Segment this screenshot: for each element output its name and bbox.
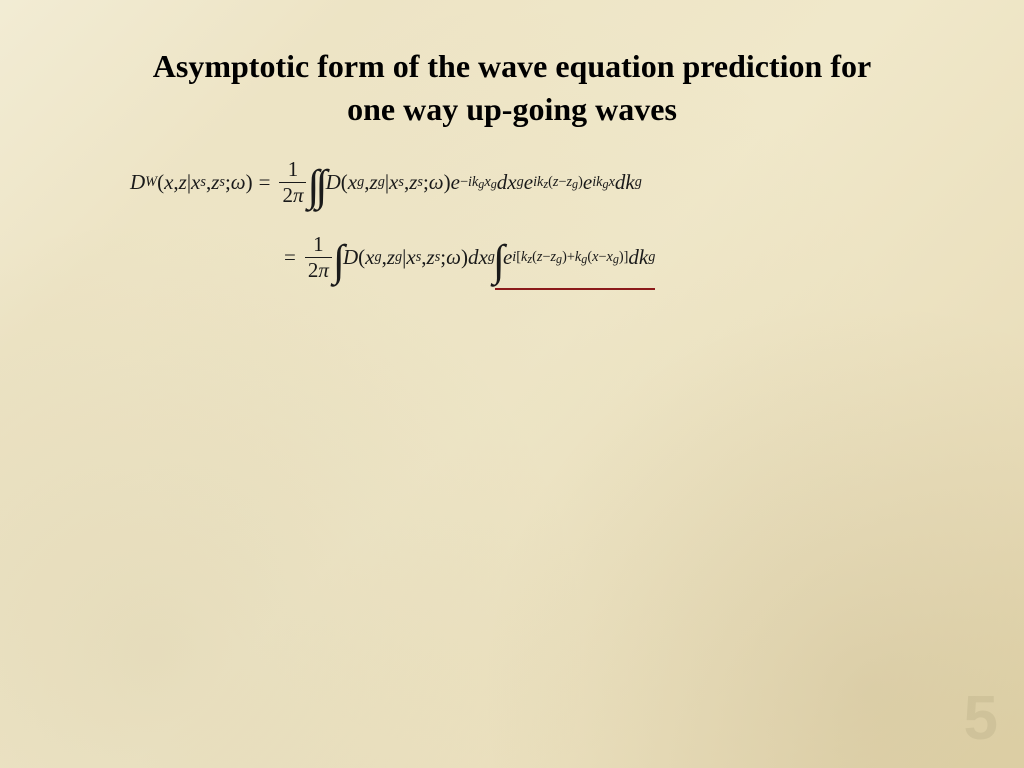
fraction-icon: 1 2π — [279, 159, 306, 206]
title-line-2: one way up-going waves — [347, 91, 677, 127]
equation-line-1: DW ( x, z | xs, zs ; ω ) = 1 2π ∫ ∫ — [60, 159, 964, 206]
title-line-1: Asymptotic form of the wave equation pre… — [153, 48, 871, 84]
emphasis-underline — [495, 288, 655, 290]
underlined-term: ∫ ei[kz(z−zg)+kg(x−xg)] dkg — [495, 245, 655, 270]
equation-block: DW ( x, z | xs, zs ; ω ) = 1 2π ∫ ∫ — [60, 159, 964, 281]
slide-container: Asymptotic form of the wave equation pre… — [0, 0, 1024, 768]
eq2-equals: = — [284, 245, 296, 270]
page-number: 5 — [964, 683, 996, 754]
equation-line-2: = 1 2π ∫ D( xg, zg | xs, zs ; ω) dxg ∫ — [60, 234, 964, 281]
eq1-lhs: DW ( x, z | xs, zs ; ω ) — [130, 170, 253, 195]
fraction-icon: 1 2π — [305, 234, 332, 281]
eq1-rhs: 1 2π ∫ ∫ D( xg, zg | xs, zs ; ω) e−ikgxg… — [276, 159, 641, 206]
eq2-rhs: 1 2π ∫ D( xg, zg | xs, zs ; ω) dxg ∫ ei[… — [302, 234, 656, 281]
eq1-equals: = — [259, 170, 271, 195]
slide-title: Asymptotic form of the wave equation pre… — [60, 45, 964, 131]
